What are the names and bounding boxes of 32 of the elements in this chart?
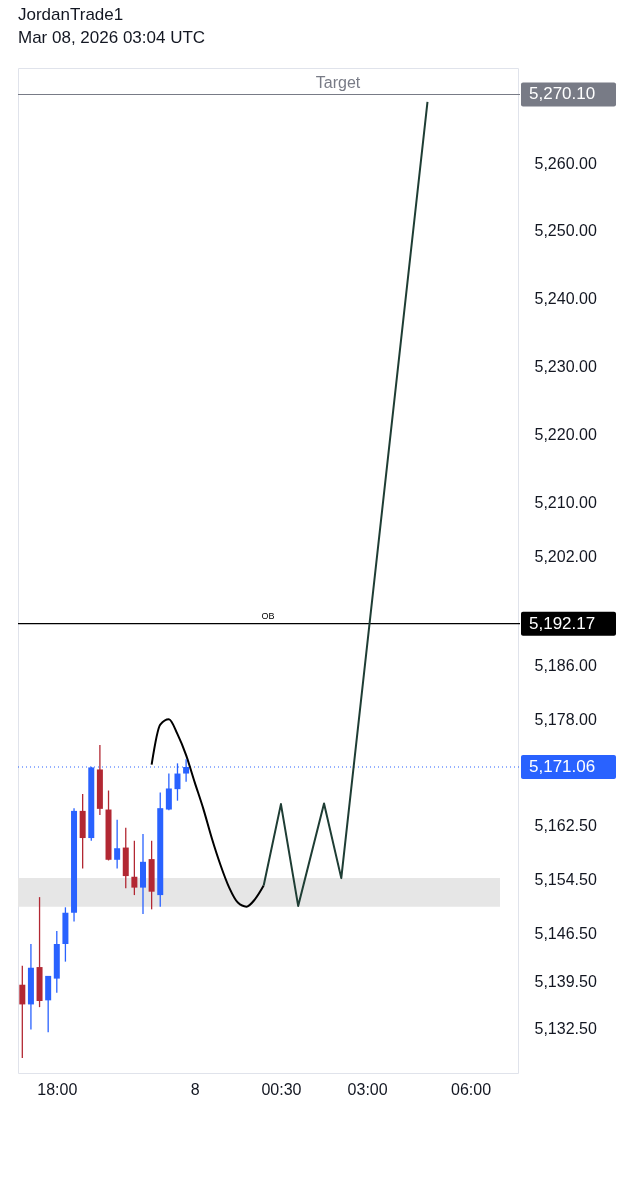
- y-tick-label: 5,250.00: [534, 222, 597, 240]
- y-tick-label: 5,139.50: [534, 972, 597, 990]
- y-tick-label: 5,146.50: [534, 925, 597, 943]
- candlestick: [165, 772, 172, 811]
- x-tick-label: 00:30: [261, 1080, 302, 1098]
- text: 5,270.10: [529, 84, 596, 104]
- y-tick-label: 5,220.00: [534, 426, 597, 444]
- y-tick-label: 5,210.00: [534, 494, 597, 512]
- chart-subtitle: Mar 08, 2026 03:04 UTC: [18, 28, 206, 47]
- chart-title: JordanTrade1: [18, 5, 124, 24]
- ref-line-label: OB: [261, 610, 275, 621]
- y-tick-label: 5,132.50: [534, 1020, 597, 1038]
- candlestick: [131, 840, 138, 896]
- y-tick-label: 5,178.00: [534, 711, 597, 729]
- y-tick-label: 5,154.50: [534, 870, 597, 888]
- y-tick-label: 5,240.00: [534, 290, 597, 308]
- y-tick-label: 5,162.50: [534, 816, 597, 834]
- ref-line-label: Target: [315, 74, 361, 92]
- y-tick-label: 5,260.00: [534, 154, 597, 172]
- text: 5,192.17: [529, 613, 596, 633]
- x-tick-label: 06:00: [451, 1080, 492, 1098]
- text: 5,171.06: [529, 757, 596, 777]
- line-series: [150, 718, 265, 908]
- candlestick: [114, 819, 121, 870]
- line-series: [262, 100, 429, 907]
- y-tick-label: 5,230.00: [534, 358, 597, 376]
- x-tick-label: 03:00: [347, 1080, 388, 1098]
- candlestick: [19, 965, 26, 1059]
- y-tick-label: 5,186.00: [534, 657, 597, 675]
- y-tick-label: 5,202.00: [534, 548, 597, 566]
- x-tick-label: 8: [190, 1080, 200, 1098]
- x-tick-label: 18:00: [37, 1080, 78, 1098]
